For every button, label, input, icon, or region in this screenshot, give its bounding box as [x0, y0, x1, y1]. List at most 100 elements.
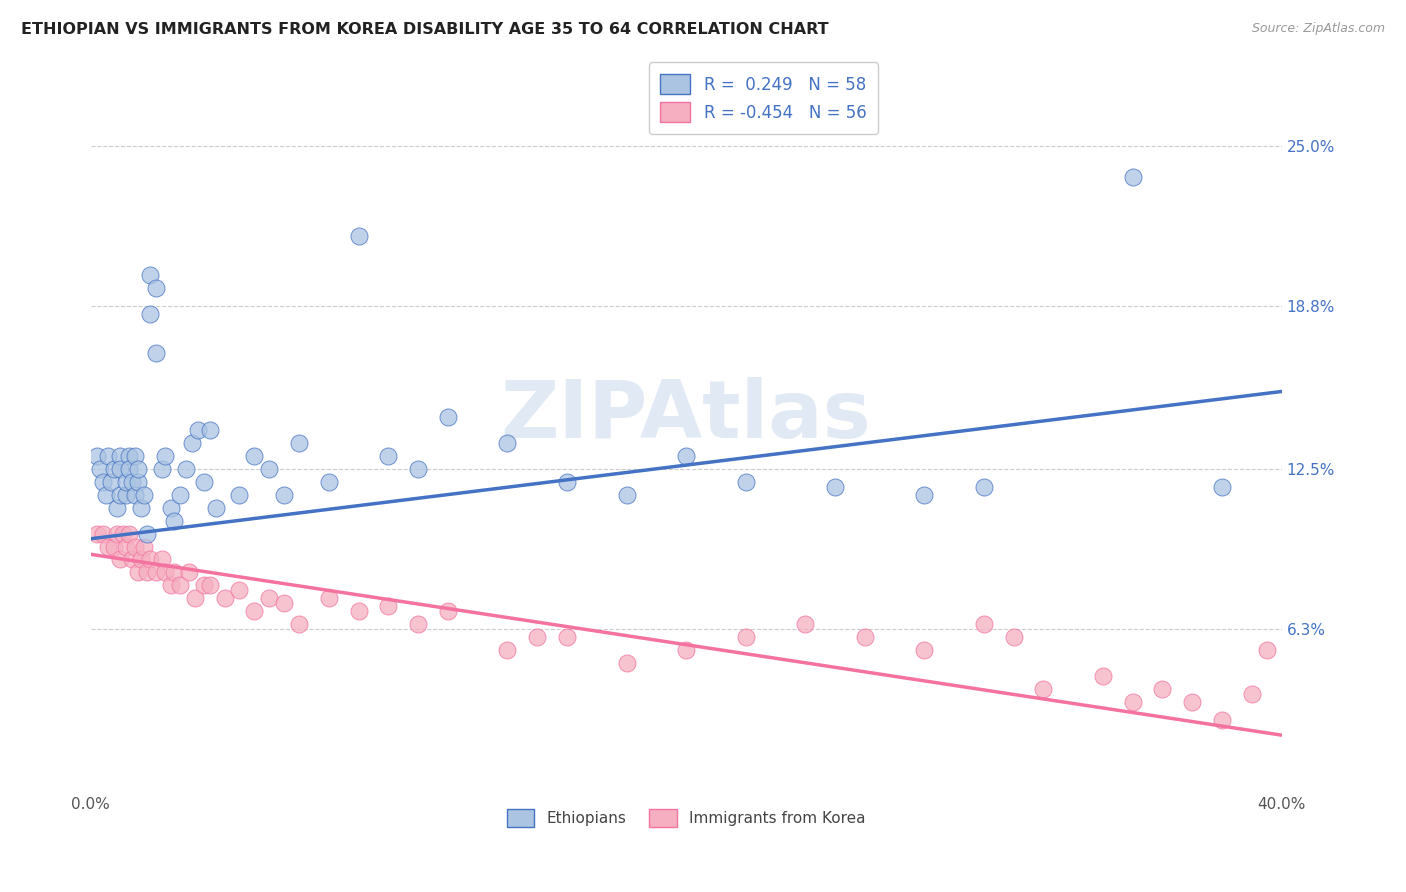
- Point: [139, 268, 162, 283]
- Point: [110, 449, 132, 463]
- Point: [243, 604, 266, 618]
- Point: [124, 449, 146, 463]
- Point: [150, 552, 173, 566]
- Point: [973, 617, 995, 632]
- Point: [616, 656, 638, 670]
- Point: [163, 514, 186, 528]
- Point: [160, 578, 183, 592]
- Point: [150, 462, 173, 476]
- Text: ZIPAtlas: ZIPAtlas: [501, 376, 872, 455]
- Point: [129, 552, 152, 566]
- Point: [86, 449, 108, 463]
- Point: [555, 630, 578, 644]
- Point: [1211, 480, 1233, 494]
- Point: [127, 462, 149, 476]
- Point: [110, 552, 132, 566]
- Point: [136, 526, 159, 541]
- Point: [103, 540, 125, 554]
- Point: [115, 475, 138, 489]
- Point: [163, 566, 186, 580]
- Point: [496, 436, 519, 450]
- Point: [318, 591, 340, 606]
- Point: [912, 488, 935, 502]
- Point: [824, 480, 846, 494]
- Point: [973, 480, 995, 494]
- Point: [318, 475, 340, 489]
- Point: [115, 540, 138, 554]
- Point: [134, 488, 156, 502]
- Point: [347, 229, 370, 244]
- Point: [107, 500, 129, 515]
- Text: Source: ZipAtlas.com: Source: ZipAtlas.com: [1251, 22, 1385, 36]
- Point: [136, 566, 159, 580]
- Point: [243, 449, 266, 463]
- Point: [91, 526, 114, 541]
- Point: [127, 566, 149, 580]
- Point: [214, 591, 236, 606]
- Point: [616, 488, 638, 502]
- Point: [100, 475, 122, 489]
- Point: [118, 462, 141, 476]
- Point: [127, 475, 149, 489]
- Point: [204, 500, 226, 515]
- Text: ETHIOPIAN VS IMMIGRANTS FROM KOREA DISABILITY AGE 35 TO 64 CORRELATION CHART: ETHIOPIAN VS IMMIGRANTS FROM KOREA DISAB…: [21, 22, 828, 37]
- Point: [288, 617, 311, 632]
- Point: [180, 436, 202, 450]
- Point: [437, 410, 460, 425]
- Point: [174, 462, 197, 476]
- Point: [89, 462, 111, 476]
- Point: [193, 578, 215, 592]
- Point: [406, 617, 429, 632]
- Point: [1122, 169, 1144, 184]
- Point: [1091, 669, 1114, 683]
- Point: [406, 462, 429, 476]
- Point: [496, 643, 519, 657]
- Point: [734, 475, 756, 489]
- Point: [107, 526, 129, 541]
- Point: [187, 423, 209, 437]
- Point: [169, 578, 191, 592]
- Point: [1256, 643, 1278, 657]
- Legend: Ethiopians, Immigrants from Korea: Ethiopians, Immigrants from Korea: [499, 801, 873, 835]
- Point: [118, 449, 141, 463]
- Point: [347, 604, 370, 618]
- Point: [139, 552, 162, 566]
- Point: [153, 449, 176, 463]
- Point: [124, 488, 146, 502]
- Point: [103, 462, 125, 476]
- Point: [115, 488, 138, 502]
- Point: [124, 540, 146, 554]
- Point: [177, 566, 200, 580]
- Point: [1181, 694, 1204, 708]
- Point: [145, 566, 167, 580]
- Point: [1032, 681, 1054, 696]
- Point: [145, 281, 167, 295]
- Point: [198, 578, 221, 592]
- Point: [259, 462, 281, 476]
- Point: [853, 630, 876, 644]
- Point: [145, 345, 167, 359]
- Point: [1211, 713, 1233, 727]
- Point: [228, 583, 250, 598]
- Point: [121, 475, 143, 489]
- Point: [675, 449, 697, 463]
- Point: [437, 604, 460, 618]
- Point: [112, 526, 135, 541]
- Point: [734, 630, 756, 644]
- Point: [139, 307, 162, 321]
- Point: [118, 526, 141, 541]
- Point: [94, 488, 117, 502]
- Point: [91, 475, 114, 489]
- Point: [110, 488, 132, 502]
- Point: [121, 552, 143, 566]
- Point: [193, 475, 215, 489]
- Point: [198, 423, 221, 437]
- Point: [794, 617, 817, 632]
- Point: [110, 462, 132, 476]
- Point: [526, 630, 548, 644]
- Point: [675, 643, 697, 657]
- Point: [97, 540, 120, 554]
- Point: [288, 436, 311, 450]
- Point: [86, 526, 108, 541]
- Point: [228, 488, 250, 502]
